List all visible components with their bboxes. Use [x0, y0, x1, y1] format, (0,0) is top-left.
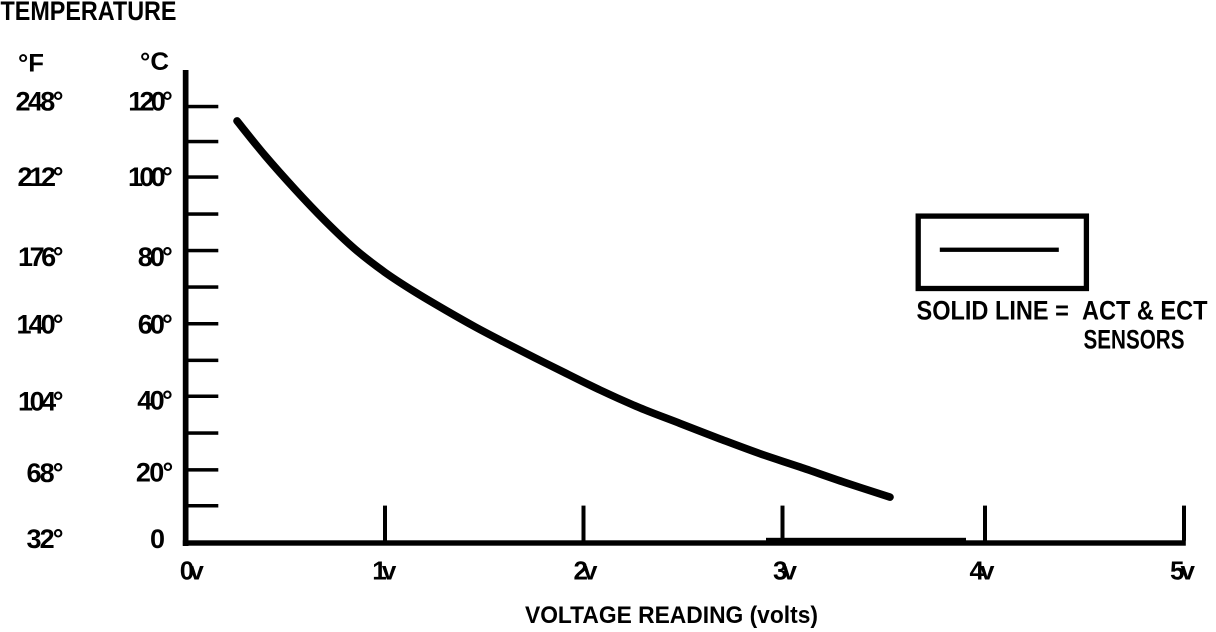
svg-text:80°: 80° — [138, 242, 173, 272]
svg-text:4v: 4v — [970, 556, 996, 586]
svg-text:0: 0 — [150, 524, 165, 554]
svg-text:248°: 248° — [16, 86, 64, 116]
svg-text:0v: 0v — [180, 556, 205, 586]
svg-text:176°: 176° — [18, 242, 64, 272]
svg-text:20°: 20° — [136, 458, 173, 488]
svg-text:120°: 120° — [128, 86, 173, 116]
svg-text:140°: 140° — [17, 309, 64, 339]
svg-text:5v: 5v — [1170, 556, 1196, 586]
svg-text:68°: 68° — [27, 458, 64, 488]
svg-text:40°: 40° — [137, 386, 173, 416]
svg-text:3v: 3v — [773, 556, 798, 586]
svg-text:SENSORS: SENSORS — [1084, 324, 1185, 354]
svg-text:SOLID LINE = ACT & ECT: SOLID LINE = ACT & ECT — [917, 296, 1208, 326]
svg-text:32°: 32° — [27, 524, 64, 554]
svg-text:1v: 1v — [372, 556, 397, 586]
svg-text:60°: 60° — [138, 309, 173, 339]
svg-text:°C: °C — [140, 48, 169, 76]
svg-text:212°: 212° — [18, 162, 64, 192]
svg-text:2v: 2v — [574, 556, 599, 586]
svg-text:°F: °F — [18, 49, 44, 77]
svg-text:100°: 100° — [128, 162, 173, 192]
svg-text:104°: 104° — [18, 387, 64, 417]
svg-text:VOLTAGE READING (volts): VOLTAGE READING (volts) — [525, 602, 818, 629]
svg-text:TEMPERATURE: TEMPERATURE — [1, 0, 177, 26]
